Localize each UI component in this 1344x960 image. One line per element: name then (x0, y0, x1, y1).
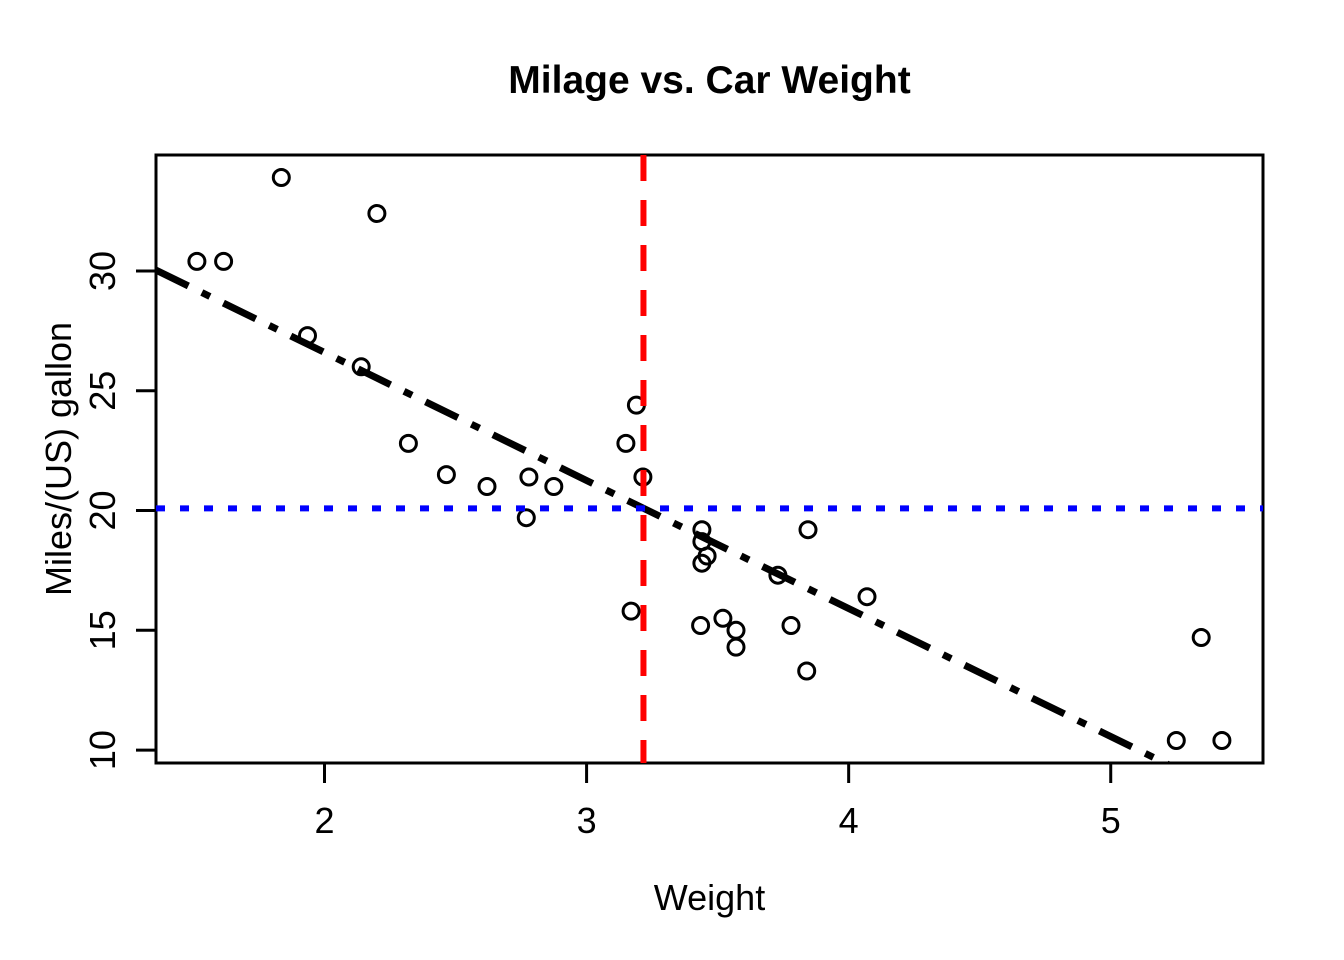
data-point (1166, 731, 1186, 750)
data-point (691, 616, 711, 635)
y-tick-label: 30 (82, 251, 123, 291)
data-point (214, 251, 234, 271)
regression-line (156, 267, 1173, 763)
x-tick-label: 5 (1101, 800, 1121, 841)
y-tick-label: 25 (82, 371, 123, 411)
y-tick-label: 15 (82, 610, 123, 650)
data-point (436, 465, 456, 485)
data-point (351, 357, 371, 377)
data-point (398, 433, 418, 453)
data-point (781, 616, 801, 635)
data-point (544, 477, 564, 496)
data-point (367, 204, 387, 223)
x-tick-label: 4 (839, 800, 859, 841)
data-point (519, 467, 539, 487)
y-axis-label: Miles/(US) gallon (38, 322, 79, 596)
x-axis-label: Weight (654, 877, 765, 918)
plot-area: 2 3 4 5 10 15 20 25 30 (82, 153, 1265, 841)
chart-title: Milage vs. Car Weight (508, 59, 910, 102)
data-point (1212, 731, 1232, 750)
y-tick-label: 10 (82, 730, 123, 770)
data-point (726, 637, 746, 657)
data-point (1191, 628, 1211, 647)
data-point (621, 601, 641, 621)
data-point (857, 587, 877, 607)
data-point (692, 553, 712, 573)
plot-box (154, 153, 1265, 765)
data-point (726, 620, 746, 640)
data-point (271, 168, 291, 187)
data-point (797, 661, 817, 681)
data-point (187, 251, 207, 271)
x-tick-label: 2 (314, 800, 334, 841)
y-tick-label: 20 (82, 490, 123, 530)
data-point (516, 508, 536, 528)
data-point (798, 520, 818, 540)
data-point (713, 608, 733, 628)
data-point (477, 477, 497, 496)
x-tick-label: 3 (577, 800, 597, 841)
data-point (616, 433, 636, 453)
